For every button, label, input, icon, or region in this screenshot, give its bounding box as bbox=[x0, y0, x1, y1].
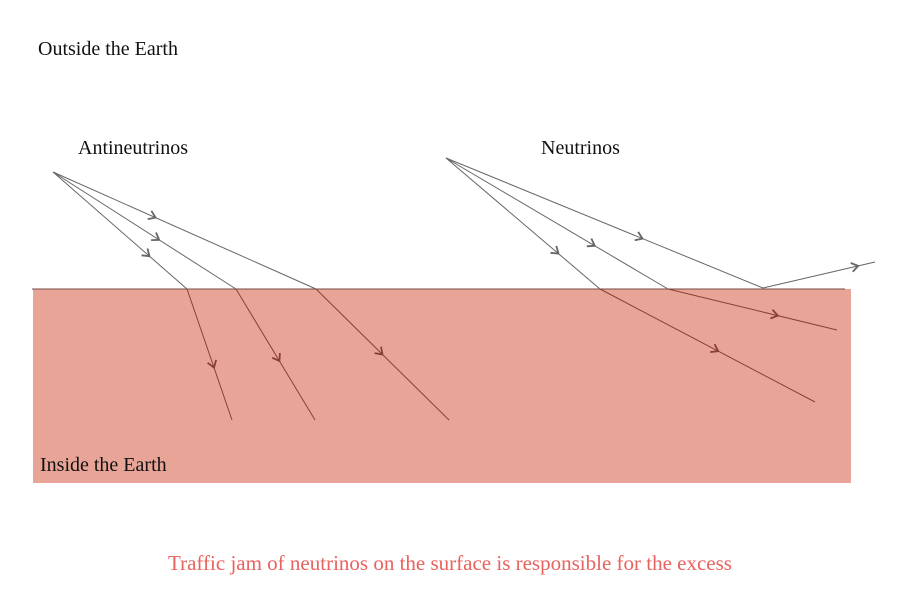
arrowhead-icon bbox=[141, 248, 151, 258]
neutrino-ray-incoming bbox=[445, 157, 669, 290]
arrowhead-icon bbox=[710, 343, 720, 353]
antineutrino-ray-incoming bbox=[52, 171, 188, 290]
arrowhead-icon bbox=[151, 232, 161, 242]
neutrino-ray-incoming bbox=[445, 157, 601, 290]
neutrino-ray-incoming bbox=[445, 157, 764, 289]
arrowhead-icon bbox=[770, 309, 780, 320]
arrowhead-icon bbox=[550, 245, 560, 255]
neutrinos-label: Neutrinos bbox=[541, 137, 620, 159]
arrowhead-icon bbox=[207, 359, 217, 370]
antineutrino-ray-incoming bbox=[52, 171, 237, 290]
arrowhead-icon bbox=[586, 238, 597, 248]
neutrino-ray-transmitted bbox=[667, 288, 838, 331]
arrowhead-icon bbox=[850, 262, 860, 273]
caption: Traffic jam of neutrinos on the surface … bbox=[168, 551, 732, 575]
outside-earth-label: Outside the Earth bbox=[38, 38, 178, 60]
neutrino-ray-transmitted bbox=[599, 288, 816, 403]
antineutrino-ray-incoming bbox=[52, 171, 317, 290]
antineutrino-ray-transmitted bbox=[235, 288, 316, 421]
antineutrino-ray-transmitted bbox=[186, 288, 233, 421]
neutrino-ray-reflected bbox=[762, 261, 876, 289]
inside-earth-label: Inside the Earth bbox=[40, 454, 167, 476]
arrowhead-icon bbox=[271, 353, 281, 363]
arrowhead-icon bbox=[634, 231, 645, 242]
antineutrinos-label: Antineutrinos bbox=[78, 137, 188, 159]
arrowhead-icon bbox=[147, 210, 158, 220]
arrowhead-icon bbox=[374, 346, 384, 356]
earth-region bbox=[33, 289, 851, 483]
